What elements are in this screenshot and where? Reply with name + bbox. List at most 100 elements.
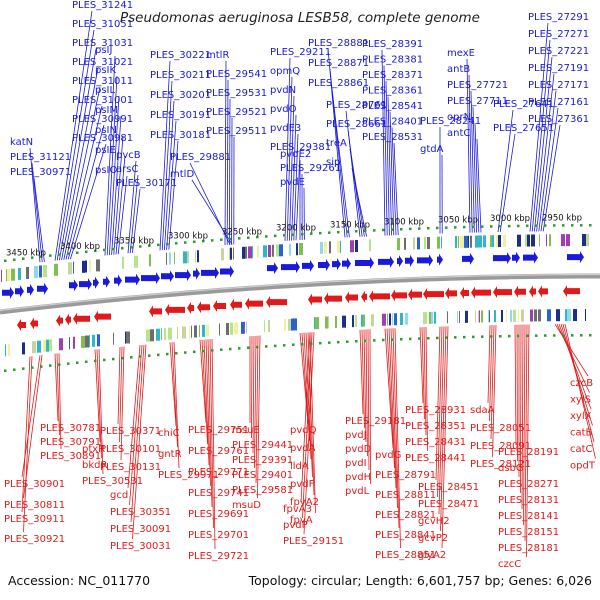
- tick-dot: [139, 245, 142, 248]
- cog-category-bar: [506, 309, 507, 322]
- gene-label: pvdD: [345, 444, 372, 455]
- cog-category-bar: [503, 234, 506, 247]
- cog-category-bar: [498, 235, 501, 248]
- leader-line: [226, 79, 229, 245]
- gene-label: mtlR: [206, 50, 229, 61]
- leader-line: [257, 335, 261, 499]
- leader-line: [129, 344, 143, 506]
- tick-dot: [346, 230, 349, 233]
- gene-label: PLES_29971: [158, 470, 219, 481]
- gene-label: PLES_30211: [150, 70, 211, 81]
- leader-line: [331, 88, 350, 238]
- genome-backbone: [0, 273, 600, 315]
- reverse-strand-cds: [27, 283, 34, 296]
- cog-category-bar: [230, 247, 232, 260]
- forward-strand-cds: [361, 290, 367, 303]
- reverse-strand-cds: [332, 258, 341, 271]
- gene-label: glyA2: [418, 550, 446, 561]
- tick-dot: [436, 226, 439, 230]
- tick-dot: [472, 225, 475, 229]
- leader-line: [201, 339, 208, 445]
- gene-label: PLES_28091: [470, 441, 531, 452]
- leader-line: [394, 328, 401, 549]
- gene-label: PLES_28851: [375, 550, 436, 561]
- leader-line: [115, 155, 126, 255]
- gene-label: fpvA2: [290, 497, 319, 508]
- leader-line: [63, 86, 101, 260]
- gene-label: dsbG: [498, 463, 524, 474]
- gene-label: pvdG: [375, 450, 401, 461]
- tick-dot: [589, 334, 592, 337]
- forward-strand-cds: [30, 317, 38, 330]
- leader-line: [438, 326, 445, 515]
- forward-strand-cds: [423, 288, 444, 301]
- tick-dot: [49, 254, 52, 257]
- cog-category-bar: [197, 250, 199, 263]
- forward-strand-cds: [460, 286, 469, 299]
- tick-dot: [13, 368, 16, 371]
- gene-label: PLES_29391: [232, 455, 293, 466]
- leader-line: [67, 124, 105, 260]
- cog-category-bar: [340, 240, 341, 253]
- cog-category-bar: [241, 321, 244, 334]
- leader-line: [492, 325, 497, 458]
- cog-category-bar: [85, 335, 89, 348]
- cog-category-bar: [459, 310, 460, 323]
- leader-line: [554, 323, 589, 377]
- gene-label: PLES_28861: [308, 78, 369, 89]
- leader-line: [21, 356, 31, 513]
- gene-label: PLES_29761: [188, 446, 249, 457]
- cog-category-bar: [478, 310, 479, 323]
- leader-line: [211, 339, 216, 550]
- tick-dot: [526, 334, 529, 338]
- cog-category-bar: [169, 252, 171, 265]
- gene-label: PLES_30901: [4, 479, 65, 490]
- gene-label: czcB: [570, 378, 593, 389]
- cog-category-bar: [397, 238, 400, 251]
- tick-dot: [571, 224, 574, 227]
- cog-category-bar: [242, 246, 245, 259]
- cog-category-bar: [89, 335, 90, 348]
- tick-dot: [490, 225, 493, 228]
- leader-line: [56, 29, 95, 261]
- cog-category-bar: [324, 241, 327, 254]
- gene-label: PLES_27721: [447, 80, 508, 91]
- tick-label: 3350 kbp: [114, 237, 154, 247]
- leader-line: [303, 332, 312, 460]
- tick-dot: [148, 244, 151, 247]
- reverse-strand-cds: [267, 262, 278, 275]
- reverse-strand-cds: [79, 278, 92, 291]
- leader-line: [421, 327, 425, 420]
- gene-label: PLES_28351: [405, 421, 466, 432]
- cog-category-bar: [69, 337, 70, 350]
- leader-line: [309, 332, 316, 514]
- leader-line: [291, 114, 297, 241]
- cog-category-bar: [531, 234, 535, 247]
- reverse-strand-cds: [93, 276, 99, 289]
- cog-category-bar: [264, 320, 265, 333]
- cog-category-bar: [199, 325, 200, 338]
- reverse-strand-cds: [493, 252, 511, 265]
- leader-line: [56, 353, 60, 436]
- cog-category-bar: [586, 234, 589, 247]
- reverse-strand-cds: [405, 254, 414, 267]
- tick-dot: [553, 224, 556, 227]
- gene-label: PLES_30971: [10, 167, 71, 178]
- cog-category-bar: [320, 241, 323, 254]
- cog-category-bar: [441, 236, 442, 249]
- gene-label: PLES_29881: [170, 152, 231, 163]
- gene-label: PLES_31021: [72, 57, 133, 68]
- tick-dot: [310, 342, 313, 345]
- cog-category-bar: [567, 309, 571, 322]
- cog-category-bar: [293, 318, 297, 331]
- gene-label: PLES_28821: [375, 510, 436, 521]
- cog-category-bar: [566, 234, 570, 247]
- tick-dot: [40, 365, 43, 368]
- gene-label: PLES_30891: [40, 451, 101, 462]
- forward-strand-cds: [391, 289, 407, 302]
- gene-label: PLES_28871: [308, 58, 369, 69]
- leader-line: [386, 328, 395, 469]
- tick-label: 3300 kbp: [168, 232, 208, 242]
- cog-category-bar: [22, 342, 25, 355]
- leader-line: [423, 327, 427, 436]
